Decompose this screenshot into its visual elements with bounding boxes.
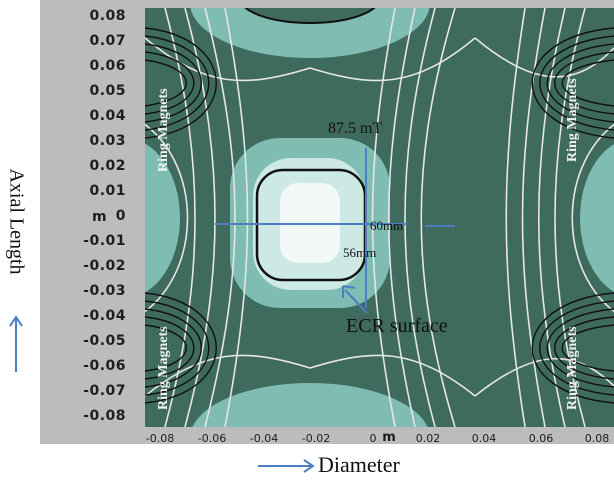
- y-tick: -0.05: [83, 333, 126, 349]
- ring-magnets-label-bottom-left: Ring Magnets: [156, 326, 171, 410]
- x-tick: 0.04: [471, 432, 497, 445]
- y-tick: 0.04: [89, 108, 126, 124]
- x-tick: 0.02: [415, 432, 441, 445]
- x-tick: 0.08: [584, 432, 610, 445]
- ring-magnets-label-top-left: Ring Magnets: [156, 88, 171, 172]
- y-tick: 0.07: [89, 33, 126, 49]
- ecr-surface-label: ECR surface: [346, 315, 448, 337]
- y-tick: -0.02: [83, 258, 126, 274]
- ring-magnets-label-top-right: Ring Magnets: [565, 78, 580, 162]
- y-tick: -0.04: [83, 308, 126, 324]
- diameter-arrow-icon: [258, 459, 315, 473]
- y-unit: m: [92, 209, 107, 225]
- y-tick: -0.06: [83, 358, 126, 374]
- y-tick: 0.06: [89, 58, 126, 74]
- ring-magnets-label-bottom-right: Ring Magnets: [565, 326, 580, 410]
- y-tick: 0.01: [89, 183, 126, 199]
- x-tick: 0.06: [528, 432, 554, 445]
- y-tick: -0.07: [83, 383, 126, 399]
- width-60-label: 60mm: [370, 218, 404, 233]
- width-56-label: 56mm: [343, 245, 377, 260]
- x-tick: -0.04: [249, 432, 279, 445]
- x-tick: -0.02: [301, 432, 331, 445]
- diameter-label: Diameter: [318, 452, 400, 477]
- x-tick: -0.08: [145, 432, 175, 445]
- field-map: [145, 8, 614, 427]
- y-tick: 0.05: [89, 83, 126, 99]
- axial-length-label: Axial Length: [5, 168, 28, 275]
- x-tick: -0.06: [197, 432, 227, 445]
- field-strength-label: 87.5 mT: [328, 120, 383, 137]
- y-tick: -0.08: [83, 408, 126, 424]
- x-tick: 0: [369, 432, 377, 445]
- y-tick: -0.01: [83, 233, 126, 249]
- y-tick: 0.08: [89, 8, 126, 24]
- x-unit: m: [382, 430, 396, 445]
- y-tick: 0.03: [89, 133, 126, 149]
- y-tick: -0.03: [83, 283, 126, 299]
- axial-arrow-icon: [9, 315, 23, 372]
- y-tick: 0.02: [89, 158, 126, 174]
- y-tick: 0: [115, 208, 126, 224]
